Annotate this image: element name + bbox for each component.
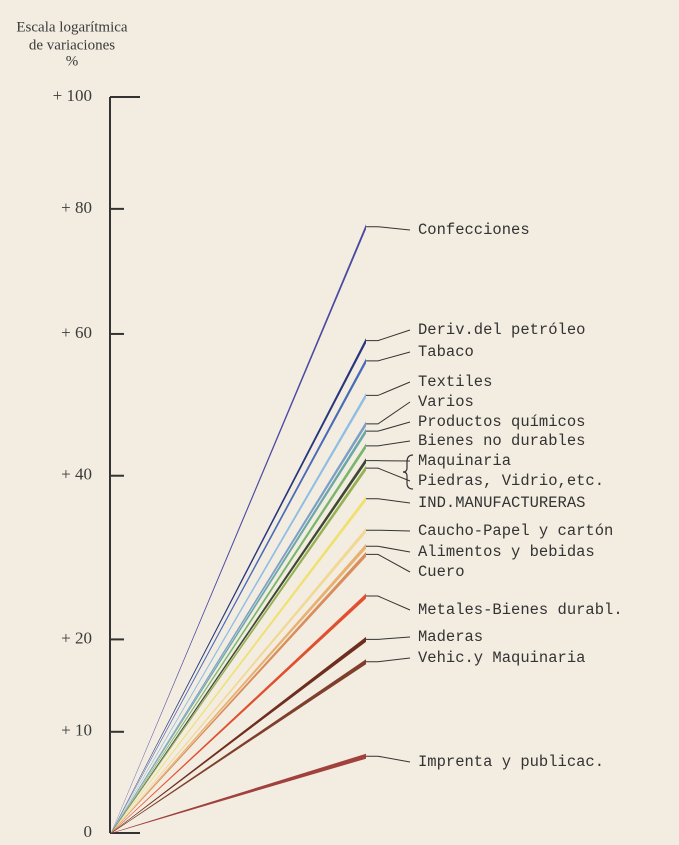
- slope-line: [111, 496, 366, 834]
- series-label: Metales-Bienes durabl.: [418, 601, 623, 619]
- leader-line: [366, 329, 411, 342]
- brace: [402, 454, 414, 490]
- leader-line: [366, 401, 411, 425]
- slope-line: [111, 428, 366, 834]
- leader-line: [366, 636, 411, 640]
- slope-line: [111, 338, 366, 834]
- leader-line: [366, 440, 411, 447]
- series-label: Maquinaria: [418, 452, 511, 470]
- leader-line: [366, 498, 411, 504]
- leader-line: [366, 545, 411, 553]
- leader-line: [366, 226, 411, 231]
- y-tick-label: + 60: [61, 323, 92, 342]
- slope-line: [111, 527, 366, 834]
- leader-line: [366, 421, 411, 432]
- leader-line: [366, 553, 411, 573]
- y-tick-label: + 80: [61, 198, 92, 217]
- series-label: Varios: [418, 393, 474, 411]
- y-tick-label: 0: [84, 822, 93, 841]
- y-tick-label: + 40: [61, 465, 92, 484]
- series-label: Alimentos y bebidas: [418, 543, 595, 561]
- slope-line: [111, 421, 366, 834]
- series-label: Textiles: [418, 373, 492, 391]
- slope-line: [111, 551, 366, 834]
- slope-line: [111, 458, 366, 834]
- slope-line: [111, 659, 366, 834]
- slope-line: [111, 392, 366, 834]
- y-tick-label: + 20: [61, 628, 92, 647]
- leader-line: [366, 529, 411, 532]
- y-tick-label: + 10: [61, 721, 92, 740]
- slope-line: [111, 593, 366, 834]
- leader-line: [366, 657, 411, 663]
- series-label: Maderas: [418, 628, 483, 646]
- y-title: %: [66, 53, 79, 69]
- series-label: Vehic.y Maquinaria: [418, 649, 585, 667]
- series-label: IND.MANUFACTURERAS: [418, 494, 585, 512]
- series-label: Tabaco: [418, 343, 474, 361]
- series-label: Piedras, Vidrio,etc.: [418, 472, 604, 490]
- slope-line: [111, 636, 366, 834]
- series-label: Cuero: [418, 563, 465, 581]
- leader-line: [366, 351, 411, 362]
- series-label: Confecciones: [418, 221, 530, 239]
- series-label: Bienes no durables: [418, 432, 585, 450]
- series-label: Imprenta y publicac.: [418, 753, 604, 771]
- y-title: Escala logarítmica: [16, 19, 128, 35]
- slope-line: [111, 465, 366, 834]
- leader-line: [366, 467, 411, 482]
- series-label: Deriv.del petróleo: [418, 321, 585, 339]
- slope-line: [111, 358, 366, 834]
- series-label: Productos químicos: [418, 413, 585, 431]
- leader-line: [366, 755, 411, 763]
- y-tick-label: + 100: [53, 86, 92, 105]
- slope-line: [111, 224, 366, 834]
- slope-line: [111, 443, 366, 834]
- y-title: de variaciones: [29, 37, 115, 53]
- leader-line: [366, 381, 411, 396]
- series-label: Caucho-Papel y cartón: [418, 522, 613, 540]
- leader-line: [366, 595, 411, 611]
- slope-line: [111, 753, 366, 834]
- slope-line: [111, 543, 366, 834]
